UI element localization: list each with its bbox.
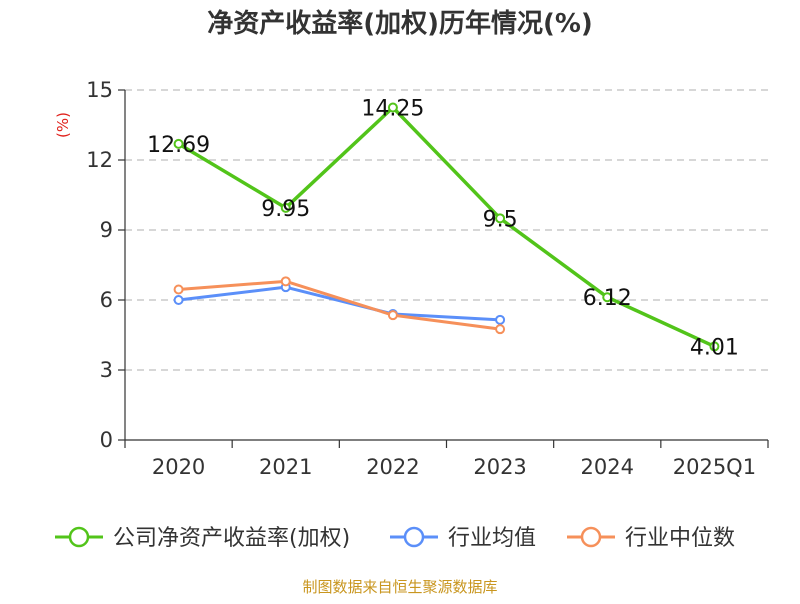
series-line [177, 279, 502, 331]
legend-label: 行业中位数 [625, 526, 735, 551]
data-label: 12.69 [147, 133, 210, 158]
data-point [173, 138, 184, 149]
legend-marker [580, 526, 602, 548]
data-point [280, 276, 291, 287]
chart-title: 净资产收益率(加权)历年情况(%) [207, 8, 593, 39]
data-point [495, 314, 506, 325]
legend-marker [403, 526, 425, 548]
legend-label: 行业均值 [448, 526, 536, 551]
y-axis-label: (%) [54, 112, 72, 138]
y-tick-label: 15 [86, 78, 113, 102]
series-lines [173, 102, 720, 352]
x-tick-label: 2023 [473, 455, 526, 479]
legend-item: 行业均值 [390, 526, 536, 551]
x-tick-label: 2022 [366, 455, 419, 479]
data-point [173, 284, 184, 295]
x-tick-label: 2020 [152, 455, 205, 479]
legend-item: 行业中位数 [567, 526, 735, 551]
x-tick-label: 2024 [581, 455, 634, 479]
legend: 公司净资产收益率(加权) 行业均值 行业中位数 [55, 526, 735, 551]
x-tick-label: 2025Q1 [673, 455, 756, 479]
y-tick-label: 9 [100, 218, 113, 242]
series-line [177, 285, 502, 322]
data-point [602, 292, 613, 303]
source-note: 制图数据来自恒生聚源数据库 [302, 578, 497, 596]
legend-marker [68, 526, 90, 548]
data-point [387, 310, 398, 321]
data-label: 9.95 [261, 197, 310, 222]
x-tick-label: 2021 [259, 455, 312, 479]
data-point [173, 295, 184, 305]
data-label: 4.01 [690, 335, 739, 360]
legend-item: 公司净资产收益率(加权) [55, 526, 350, 551]
series-line [176, 105, 717, 349]
data-point [495, 213, 506, 224]
data-labels: 12.69 9.95 14.25 9.5 6.12 4.01 [147, 97, 739, 361]
y-tick-label: 3 [100, 358, 113, 382]
data-label: 6.12 [583, 286, 632, 311]
y-tick-label: 12 [86, 148, 113, 172]
data-label: 14.25 [361, 97, 424, 122]
data-point [280, 202, 291, 213]
data-label: 9.5 [483, 207, 518, 232]
data-point [387, 102, 398, 113]
y-tick-label: 0 [100, 428, 113, 452]
y-tick-label: 6 [100, 288, 113, 312]
data-point [495, 324, 506, 335]
data-point [709, 341, 720, 352]
axes: 0 3 6 9 12 15 2020 2021 2022 2023 2024 2025Q1 [86, 78, 769, 479]
legend-label: 公司净资产收益率(加权) [113, 526, 350, 551]
